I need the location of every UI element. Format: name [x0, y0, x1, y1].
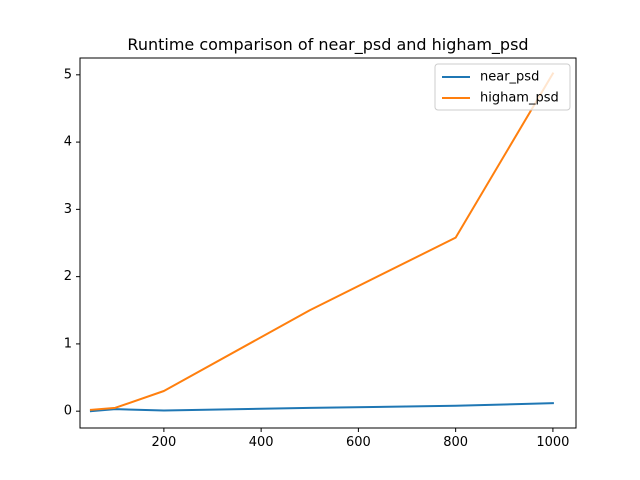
y-tick-label: 1	[64, 336, 72, 351]
legend-label: higham_psd	[480, 91, 559, 106]
y-tick-label: 5	[64, 67, 72, 82]
x-tick-label: 400	[249, 435, 274, 450]
series-line-near-psd	[89, 402, 554, 413]
x-axis: 200 400 600 800 1000	[151, 428, 569, 450]
x-tick-label: 600	[346, 435, 371, 450]
legend: near_psd higham_psd	[434, 63, 571, 111]
x-tick-label: 200	[151, 435, 176, 450]
legend-label: near_psd	[480, 70, 539, 85]
y-tick-label: 3	[64, 202, 72, 217]
x-tick-label: 800	[443, 435, 468, 450]
y-tick-label: 0	[64, 404, 72, 419]
series-layer	[89, 72, 555, 413]
y-tick-label: 2	[64, 269, 72, 284]
series-line-higham-psd	[89, 72, 555, 411]
plot-area	[80, 58, 576, 428]
x-tick-label: 1000	[536, 435, 569, 450]
chart-title: Runtime comparison of near_psd and higha…	[127, 35, 528, 55]
y-axis: 0 1 2 3 4 5	[64, 67, 80, 419]
plot-frame	[79, 57, 577, 429]
y-tick-label: 4	[64, 135, 72, 150]
